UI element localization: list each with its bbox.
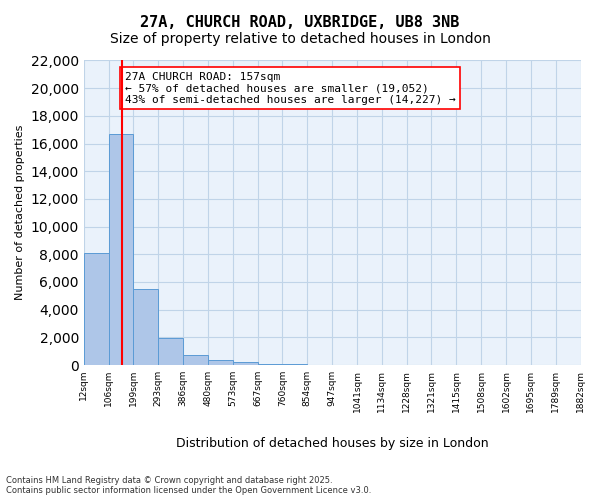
Bar (133, 289, 158, 365)
Bar (233, 362, 257, 365)
Bar (158, 338, 183, 365)
X-axis label: Distribution of detached houses by size in London: Distribution of detached houses by size … (176, 437, 488, 450)
Text: 27A, CHURCH ROAD, UXBRIDGE, UB8 3NB: 27A, CHURCH ROAD, UXBRIDGE, UB8 3NB (140, 15, 460, 30)
Text: Contains HM Land Registry data © Crown copyright and database right 2025.
Contai: Contains HM Land Registry data © Crown c… (6, 476, 371, 495)
Text: Size of property relative to detached houses in London: Size of property relative to detached ho… (110, 32, 490, 46)
Bar (283, 364, 307, 365)
Text: 27A CHURCH ROAD: 157sqm
← 57% of detached houses are smaller (19,052)
43% of sem: 27A CHURCH ROAD: 157sqm ← 57% of detache… (125, 72, 455, 105)
Bar (257, 364, 283, 365)
Bar (84, 253, 109, 365)
Bar (183, 356, 208, 365)
Bar (109, 134, 133, 365)
Y-axis label: Number of detached properties: Number of detached properties (15, 125, 25, 300)
Bar (208, 360, 233, 365)
